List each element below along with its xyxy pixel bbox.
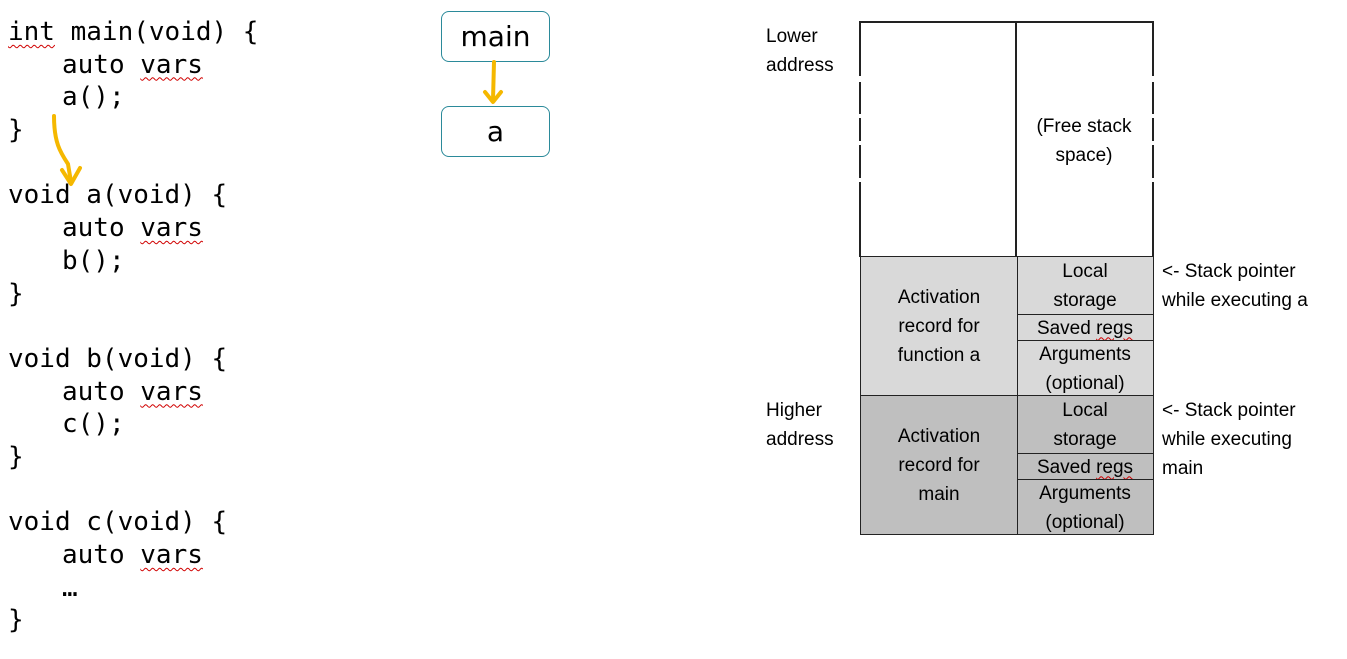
- local-storage-cell: Local storage: [1053, 260, 1117, 311]
- code-line: a();: [62, 82, 125, 113]
- code-line: auto vars: [62, 540, 203, 570]
- edge-gap: [857, 141, 863, 145]
- code-listing: int main(void) { auto vars a(); } void a…: [8, 16, 258, 637]
- code-line: void c(void) {: [8, 507, 228, 538]
- free-stack-region: [860, 21, 1153, 257]
- higher-address-label: Higher address: [766, 400, 834, 450]
- edge-gap: [1150, 141, 1156, 145]
- stack-pointer-note-main: <- Stack pointer while executing main: [1162, 400, 1296, 479]
- code-line-blank: [8, 310, 258, 343]
- call-box-a: a: [441, 106, 550, 157]
- edge-gap: [1150, 114, 1156, 118]
- stack-pointer-note-a: <- Stack pointer while executing a: [1162, 261, 1308, 311]
- code-line: }: [8, 441, 24, 472]
- free-stack-label: (Free stack space): [1036, 116, 1132, 166]
- local-storage-cell: Local storage: [1053, 399, 1117, 450]
- code-keyword: int: [8, 17, 55, 47]
- activation-record-main: Activation record for main Local storage …: [860, 395, 1154, 535]
- code-text: main(void) {: [54, 17, 259, 47]
- code-line: auto vars: [62, 213, 203, 244]
- call-flow-arrow-icon: [52, 114, 82, 186]
- call-box-main: main: [441, 11, 550, 62]
- saved-regs-cell: Saved regs: [1017, 453, 1153, 480]
- code-line: c();: [62, 409, 125, 440]
- code-line: …: [62, 572, 78, 603]
- activation-record-main-label: Activation record for main: [861, 396, 1018, 534]
- code-line: }: [8, 115, 24, 146]
- stack-right-edge: [1152, 21, 1154, 257]
- edge-gap: [857, 178, 863, 182]
- edge-gap: [857, 76, 863, 82]
- code-line: int main(void) {: [8, 16, 258, 49]
- edge-gap: [1150, 76, 1156, 82]
- edge-gap: [857, 114, 863, 118]
- activation-record-a: Activation record for function a Local st…: [860, 256, 1154, 396]
- saved-regs-cell: Saved regs: [1017, 314, 1153, 341]
- arguments-cell: Arguments (optional): [1017, 340, 1153, 397]
- activation-record-main-fields: Local storage Saved regs Arguments (option…: [1017, 396, 1153, 534]
- arguments-cell: Arguments (optional): [1017, 479, 1153, 536]
- lower-address-label: Lower address: [766, 26, 834, 76]
- code-line: void a(void) {: [8, 180, 228, 211]
- activation-record-a-label: Activation record for function a: [861, 257, 1018, 395]
- code-line: auto vars: [62, 49, 203, 80]
- stack-left-edge: [859, 21, 861, 257]
- call-chain-arrow-icon: [483, 60, 503, 104]
- code-line: void b(void) {: [8, 343, 228, 374]
- activation-record-a-fields: Local storage Saved regs Arguments (option…: [1017, 257, 1153, 395]
- code-line: }: [8, 605, 24, 636]
- edge-gap: [1150, 178, 1156, 182]
- stack-divider: [1015, 21, 1017, 257]
- code-line: }: [8, 278, 24, 309]
- code-line: b();: [62, 245, 125, 276]
- code-line: auto vars: [62, 376, 203, 407]
- code-line-blank: [8, 474, 258, 507]
